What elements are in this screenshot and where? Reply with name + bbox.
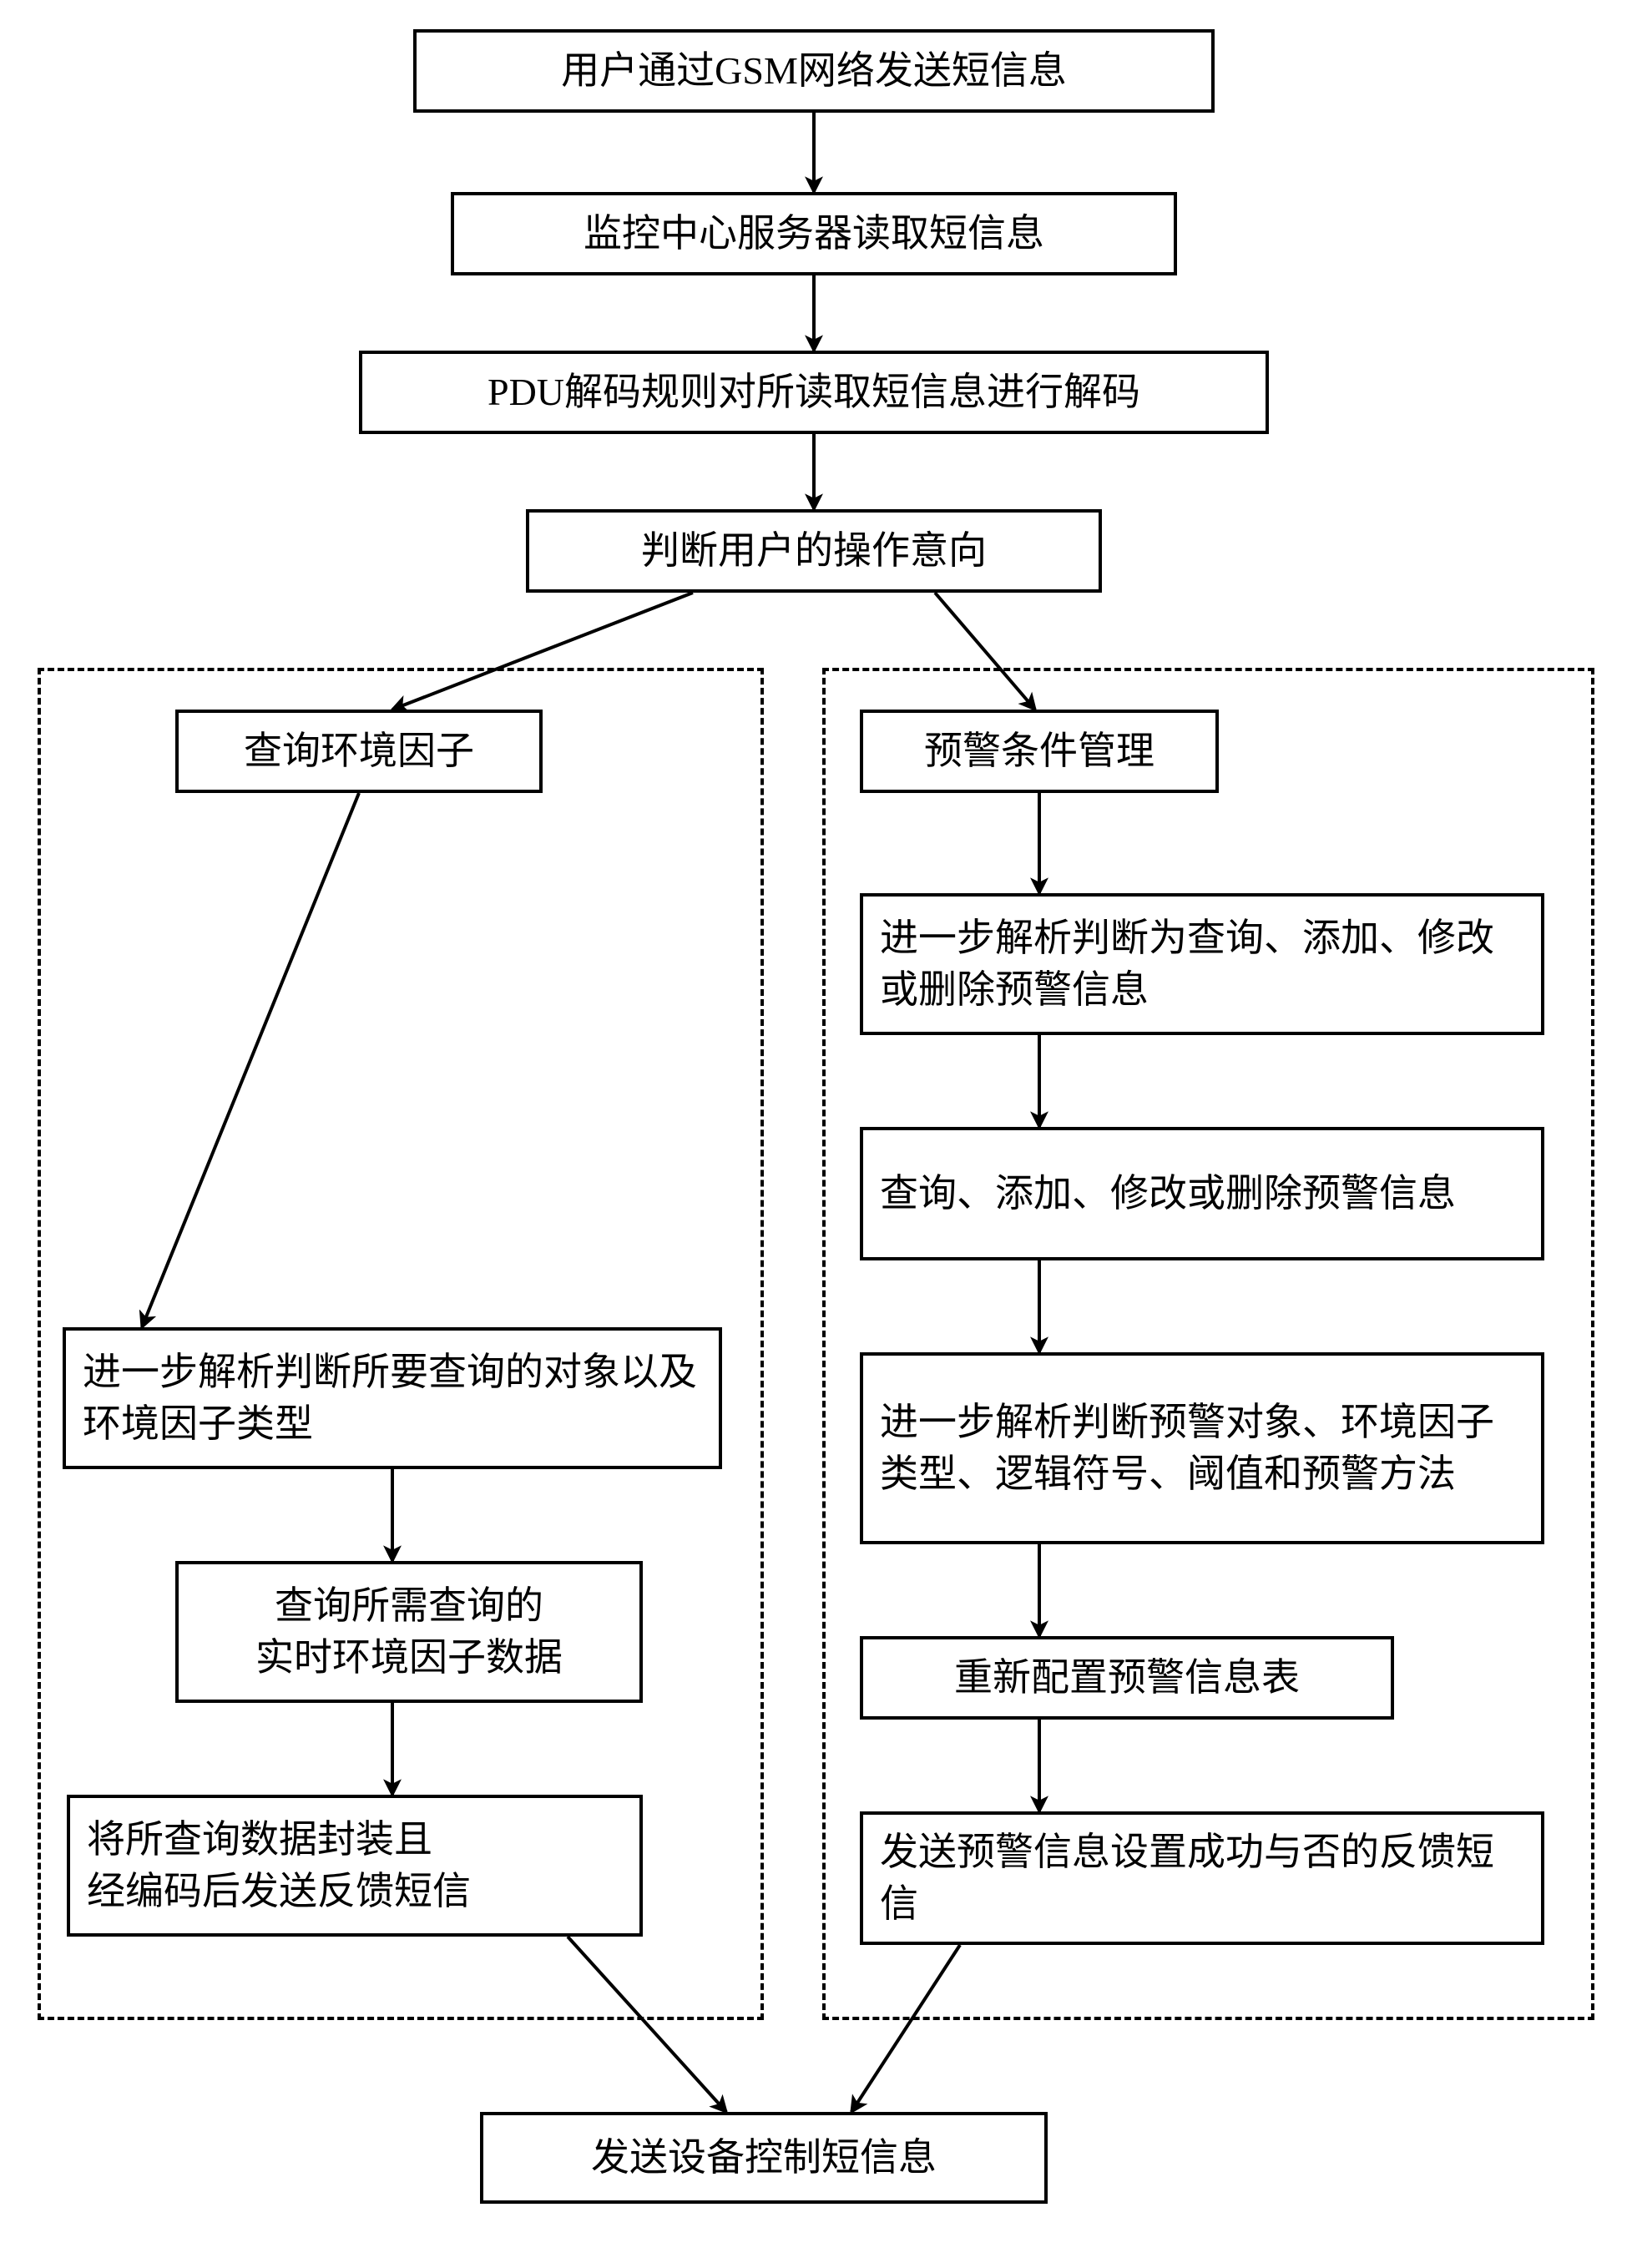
node-label: 发送预警信息设置成功与否的反馈短信 <box>880 1826 1524 1930</box>
node-label: 将所查询数据封装且 经编码后发送反馈短信 <box>87 1814 471 1917</box>
node-parse-query-target: 进一步解析判断所要查询的对象以及环境因子类型 <box>63 1327 722 1469</box>
node-send-device-ctrl: 发送设备控制短信息 <box>480 2112 1048 2204</box>
node-parse-crud: 进一步解析判断为查询、添加、修改或删除预警信息 <box>860 893 1544 1035</box>
node-encode-send-feedback: 将所查询数据封装且 经编码后发送反馈短信 <box>67 1795 643 1937</box>
node-alarm-mgmt: 预警条件管理 <box>860 710 1219 793</box>
node-label: 查询所需查询的 实时环境因子数据 <box>255 1580 563 1684</box>
node-parse-alarm-detail: 进一步解析判断预警对象、环境因子类型、逻辑符号、阈值和预警方法 <box>860 1352 1544 1544</box>
node-pdu-decode: PDU解码规则对所读取短信息进行解码 <box>359 351 1269 434</box>
node-query-env-factor: 查询环境因子 <box>175 710 543 793</box>
node-label: 进一步解析判断所要查询的对象以及环境因子类型 <box>83 1346 702 1450</box>
node-reconfig-table: 重新配置预警信息表 <box>860 1636 1394 1720</box>
node-label: 进一步解析判断预警对象、环境因子类型、逻辑符号、阈值和预警方法 <box>880 1397 1524 1500</box>
node-label: 查询、添加、修改或删除预警信息 <box>880 1168 1456 1220</box>
node-label: 查询环境因子 <box>244 725 474 777</box>
node-label: 判断用户的操作意向 <box>641 525 987 577</box>
node-label: 发送设备控制短信息 <box>591 2132 937 2184</box>
node-crud-alarm: 查询、添加、修改或删除预警信息 <box>860 1127 1544 1260</box>
node-label: 预警条件管理 <box>924 725 1154 777</box>
node-send-alarm-feedback: 发送预警信息设置成功与否的反馈短信 <box>860 1811 1544 1945</box>
node-user-send-sms: 用户通过GSM网络发送短信息 <box>413 29 1215 113</box>
flowchart-canvas: 用户通过GSM网络发送短信息 监控中心服务器读取短信息 PDU解码规则对所读取短… <box>0 0 1637 2268</box>
node-label: 监控中心服务器读取短信息 <box>584 208 1044 260</box>
node-label: PDU解码规则对所读取短信息进行解码 <box>488 366 1140 418</box>
node-judge-intent: 判断用户的操作意向 <box>526 509 1102 593</box>
node-label: 进一步解析判断为查询、添加、修改或删除预警信息 <box>880 912 1524 1016</box>
node-label: 用户通过GSM网络发送短信息 <box>561 45 1067 97</box>
node-label: 重新配置预警信息表 <box>954 1652 1300 1704</box>
node-server-read-sms: 监控中心服务器读取短信息 <box>451 192 1177 275</box>
node-query-realtime: 查询所需查询的 实时环境因子数据 <box>175 1561 643 1703</box>
